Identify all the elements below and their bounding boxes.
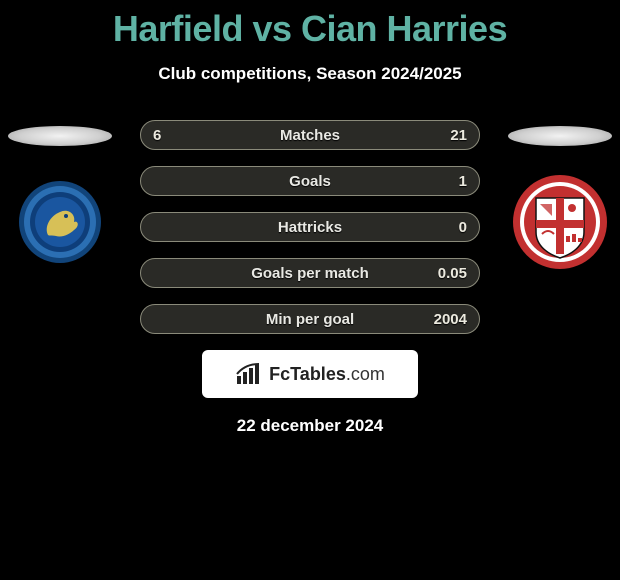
club-badge-right xyxy=(510,180,610,264)
brand-strong: FcTables xyxy=(269,364,346,384)
club-badge-left xyxy=(10,180,110,264)
page-title: Harfield vs Cian Harries xyxy=(0,0,620,50)
stat-row-matches: 6 Matches 21 xyxy=(140,120,480,150)
stat-right-value: 2004 xyxy=(434,305,467,333)
player-left-shadow xyxy=(8,126,112,146)
stat-right-value: 0.05 xyxy=(438,259,467,287)
stat-row-goals-per-match: Goals per match 0.05 xyxy=(140,258,480,288)
stat-label: Goals xyxy=(141,167,479,195)
branding-card: FcTables.com xyxy=(202,350,418,398)
stat-label: Goals per match xyxy=(141,259,479,287)
woking-crest-icon xyxy=(512,174,608,270)
player-left-column xyxy=(0,120,120,264)
stat-label: Hattricks xyxy=(141,213,479,241)
brand-name: FcTables.com xyxy=(269,364,385,385)
stat-row-hattricks: Hattricks 0 xyxy=(140,212,480,242)
footer-date: 22 december 2024 xyxy=(140,416,480,436)
bars-logo-icon xyxy=(235,362,263,386)
stat-row-goals: Goals 1 xyxy=(140,166,480,196)
player-right-shadow xyxy=(508,126,612,146)
stat-label: Matches xyxy=(141,121,479,149)
brand-suffix: .com xyxy=(346,364,385,384)
stats-table: 6 Matches 21 Goals 1 Hattricks 0 Goals p… xyxy=(140,120,480,436)
stat-right-value: 0 xyxy=(459,213,467,241)
stat-row-min-per-goal: Min per goal 2004 xyxy=(140,304,480,334)
comparison-card: Harfield vs Cian Harries Club competitio… xyxy=(0,0,620,580)
stat-label: Min per goal xyxy=(141,305,479,333)
subtitle: Club competitions, Season 2024/2025 xyxy=(0,64,620,84)
aldershot-crest-icon xyxy=(18,180,102,264)
stat-right-value: 1 xyxy=(459,167,467,195)
player-right-column xyxy=(500,120,620,264)
stat-right-value: 21 xyxy=(450,121,467,149)
